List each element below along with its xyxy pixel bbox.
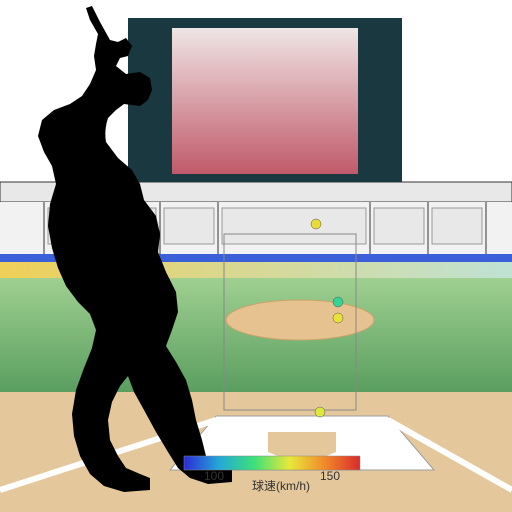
legend-tick-label: 150 xyxy=(320,469,340,483)
pitch-marker xyxy=(333,313,343,323)
pitch-marker xyxy=(315,407,325,417)
seat-panel xyxy=(432,208,482,244)
pitch-marker xyxy=(333,297,343,307)
seat-panel xyxy=(222,208,366,244)
seat-panel xyxy=(164,208,214,244)
speed-legend-bar xyxy=(184,456,360,470)
scoreboard-screen xyxy=(172,28,358,174)
pitch-marker xyxy=(311,219,321,229)
pitchers-mound xyxy=(226,300,374,340)
pitch-chart: 100 150 球速(km/h) xyxy=(0,0,512,512)
seat-panel xyxy=(374,208,424,244)
legend-title: 球速(km/h) xyxy=(252,479,310,493)
legend-tick-label: 100 xyxy=(204,469,224,483)
